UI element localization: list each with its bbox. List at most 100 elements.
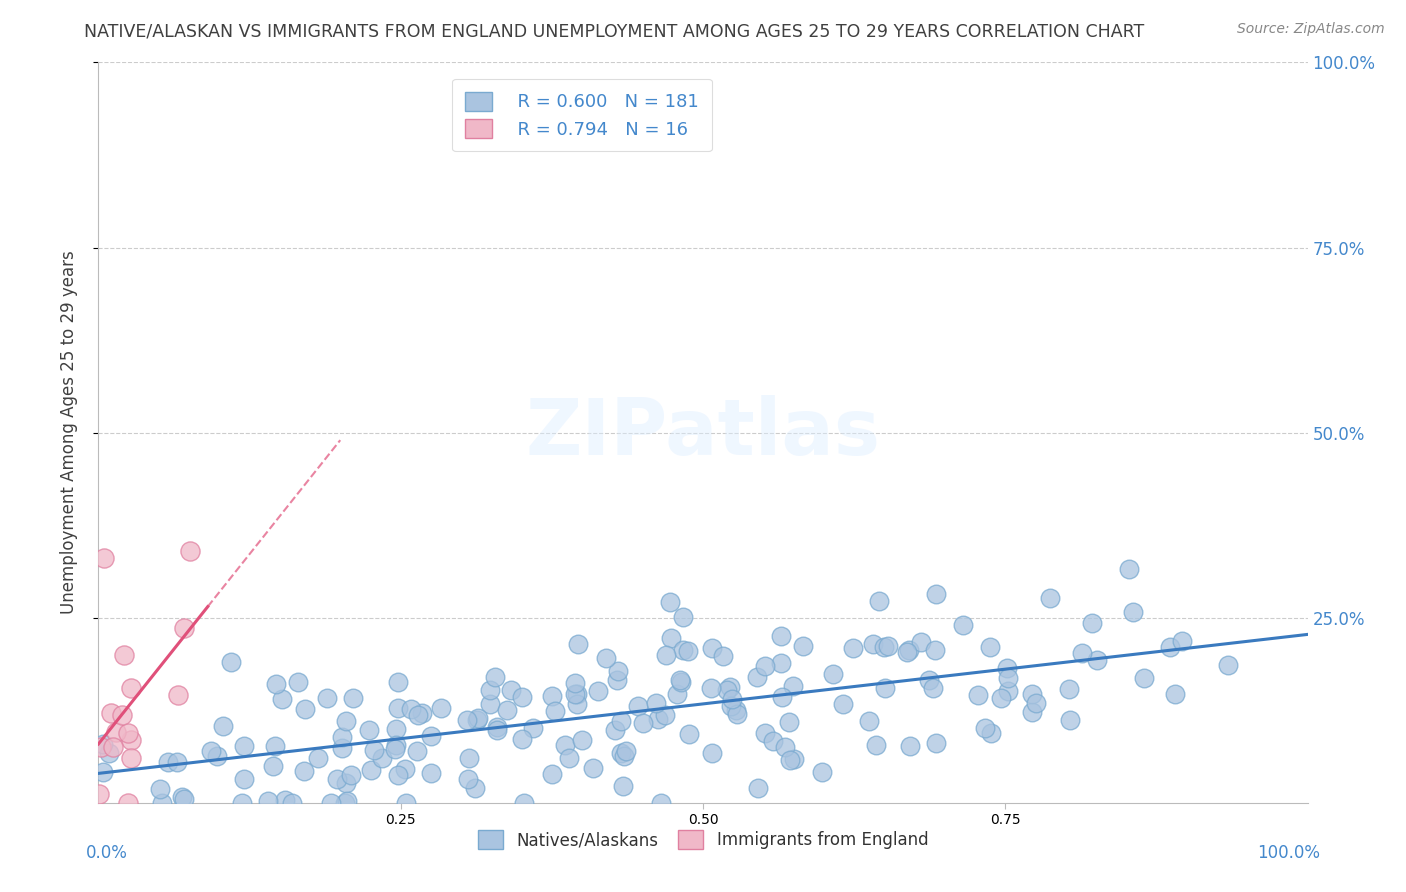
Point bbox=[876, 640, 898, 654]
Point bbox=[173, 621, 195, 635]
Point bbox=[910, 635, 932, 649]
Point bbox=[567, 687, 589, 701]
Point bbox=[292, 764, 315, 779]
Point bbox=[862, 637, 884, 651]
Point bbox=[655, 648, 678, 662]
Point bbox=[104, 724, 127, 739]
Point bbox=[256, 794, 278, 808]
Point bbox=[387, 674, 409, 689]
Point bbox=[858, 714, 880, 728]
Point bbox=[274, 793, 297, 807]
Point bbox=[773, 739, 796, 754]
Legend: Natives/Alaskans, Immigrants from England: Natives/Alaskans, Immigrants from Englan… bbox=[470, 822, 936, 857]
Point bbox=[166, 755, 188, 769]
Point bbox=[875, 681, 897, 696]
Point bbox=[1164, 687, 1187, 701]
Point bbox=[326, 772, 349, 786]
Point bbox=[512, 796, 534, 810]
Point bbox=[586, 683, 609, 698]
Point bbox=[1070, 646, 1092, 660]
Point bbox=[1122, 605, 1144, 619]
Point bbox=[613, 748, 636, 763]
Point bbox=[167, 689, 190, 703]
Point bbox=[718, 680, 741, 694]
Point bbox=[485, 720, 508, 734]
Point bbox=[645, 697, 668, 711]
Point bbox=[97, 746, 120, 760]
Point bbox=[821, 666, 844, 681]
Point bbox=[631, 715, 654, 730]
Point bbox=[565, 698, 588, 712]
Point bbox=[335, 714, 357, 728]
Point bbox=[1057, 681, 1080, 696]
Point bbox=[720, 698, 742, 713]
Point bbox=[1081, 616, 1104, 631]
Point bbox=[1118, 562, 1140, 576]
Point bbox=[458, 750, 481, 764]
Point bbox=[457, 772, 479, 786]
Point bbox=[925, 736, 948, 750]
Point bbox=[783, 752, 806, 766]
Point bbox=[1159, 640, 1181, 654]
Point bbox=[754, 726, 776, 740]
Point bbox=[510, 732, 533, 747]
Point bbox=[702, 641, 724, 656]
Point bbox=[1021, 687, 1043, 701]
Point bbox=[610, 714, 633, 728]
Point bbox=[231, 796, 253, 810]
Text: 0.0%: 0.0% bbox=[86, 844, 128, 862]
Point bbox=[1059, 714, 1081, 728]
Point bbox=[149, 782, 172, 797]
Point bbox=[564, 687, 586, 701]
Point bbox=[868, 594, 890, 608]
Point bbox=[120, 751, 142, 765]
Point bbox=[672, 609, 695, 624]
Point bbox=[700, 681, 723, 695]
Y-axis label: Unemployment Among Ages 25 to 29 years: Unemployment Among Ages 25 to 29 years bbox=[59, 251, 77, 615]
Point bbox=[897, 642, 920, 657]
Point bbox=[873, 640, 896, 654]
Point bbox=[614, 744, 637, 758]
Point bbox=[754, 658, 776, 673]
Point bbox=[607, 664, 630, 678]
Point bbox=[979, 640, 1001, 655]
Point bbox=[678, 727, 700, 741]
Point bbox=[205, 748, 228, 763]
Point bbox=[770, 690, 793, 705]
Point bbox=[429, 701, 451, 715]
Point bbox=[659, 595, 682, 609]
Point bbox=[672, 643, 695, 657]
Point bbox=[896, 644, 918, 658]
Point bbox=[782, 679, 804, 693]
Text: 100.0%: 100.0% bbox=[1257, 844, 1320, 862]
Point bbox=[262, 758, 284, 772]
Point bbox=[294, 702, 316, 716]
Text: NATIVE/ALASKAN VS IMMIGRANTS FROM ENGLAND UNEMPLOYMENT AMONG AGES 25 TO 29 YEARS: NATIVE/ALASKAN VS IMMIGRANTS FROM ENGLAN… bbox=[84, 22, 1144, 40]
Point bbox=[93, 551, 115, 566]
Point bbox=[1025, 696, 1047, 710]
Point bbox=[484, 670, 506, 684]
Point bbox=[811, 765, 834, 780]
Point bbox=[747, 780, 769, 795]
Point bbox=[150, 796, 173, 810]
Point bbox=[627, 699, 650, 714]
Point bbox=[117, 796, 139, 810]
Point bbox=[384, 742, 406, 756]
Point bbox=[669, 673, 692, 687]
Point bbox=[342, 690, 364, 705]
Point bbox=[100, 706, 122, 720]
Point bbox=[117, 726, 139, 740]
Point bbox=[110, 707, 132, 722]
Point bbox=[233, 739, 256, 753]
Point bbox=[612, 779, 634, 793]
Point bbox=[387, 767, 409, 781]
Text: ZIPatlas: ZIPatlas bbox=[526, 394, 880, 471]
Point bbox=[330, 740, 353, 755]
Point bbox=[669, 675, 692, 690]
Point bbox=[179, 544, 201, 558]
Point bbox=[595, 650, 617, 665]
Point bbox=[90, 740, 112, 755]
Point bbox=[1171, 633, 1194, 648]
Point bbox=[420, 729, 443, 743]
Point bbox=[316, 691, 339, 706]
